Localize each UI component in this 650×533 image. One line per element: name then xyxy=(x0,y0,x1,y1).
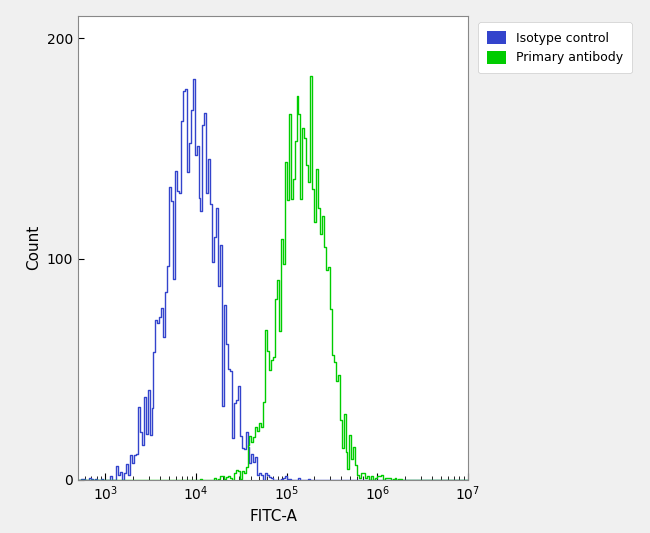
Primary antibody xyxy=(448,477,456,483)
Primary antibody xyxy=(464,477,472,483)
Isotype control xyxy=(464,477,472,483)
Y-axis label: Count: Count xyxy=(26,225,41,270)
Primary antibody xyxy=(435,477,443,483)
Isotype control xyxy=(448,477,456,483)
Isotype control xyxy=(190,76,198,82)
Primary antibody xyxy=(149,477,157,483)
Line: Primary antibody: Primary antibody xyxy=(78,76,468,480)
X-axis label: FITC-A: FITC-A xyxy=(249,508,297,524)
Primary antibody xyxy=(76,477,84,483)
Isotype control xyxy=(435,477,443,483)
Primary antibody xyxy=(180,477,188,483)
Primary antibody xyxy=(92,477,99,483)
Isotype control xyxy=(76,477,84,483)
Isotype control xyxy=(74,477,82,483)
Primary antibody xyxy=(74,477,82,483)
Legend: Isotype control, Primary antibody: Isotype control, Primary antibody xyxy=(478,22,632,73)
Primary antibody xyxy=(99,477,107,483)
Primary antibody xyxy=(307,72,315,79)
Isotype control xyxy=(92,475,99,482)
Isotype control xyxy=(149,405,157,411)
Isotype control xyxy=(180,88,188,94)
Line: Isotype control: Isotype control xyxy=(78,79,468,480)
Isotype control xyxy=(99,477,107,483)
